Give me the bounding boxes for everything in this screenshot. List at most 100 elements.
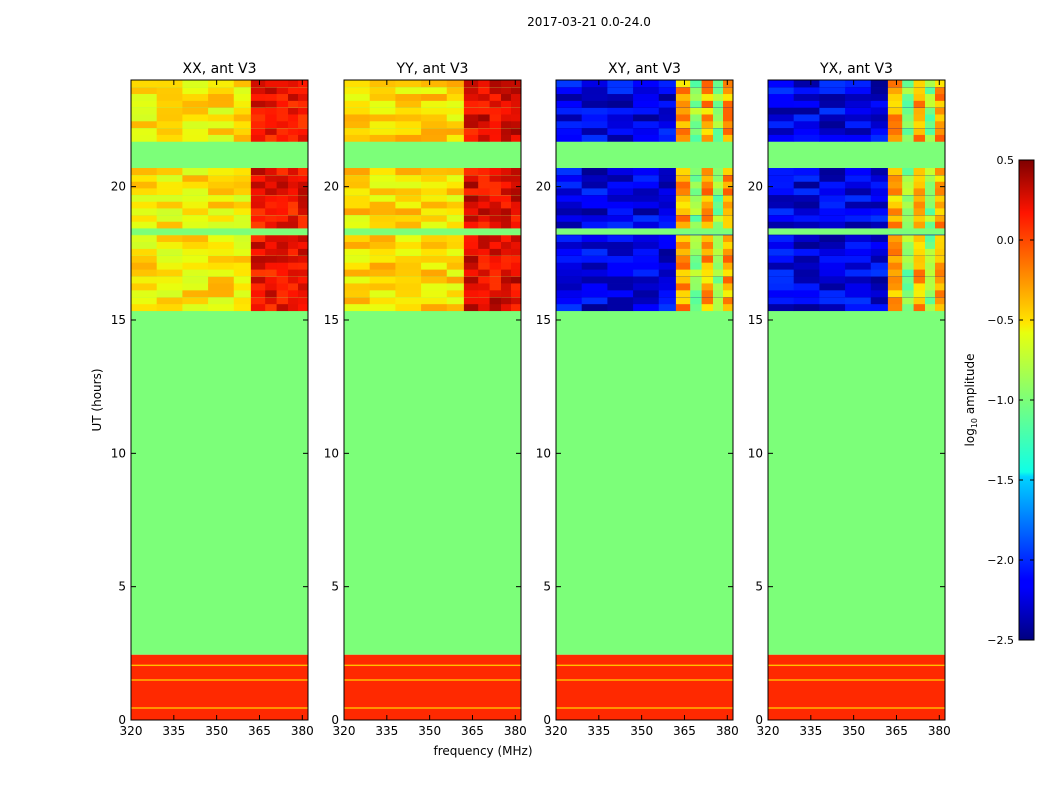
heat-cell [607,114,634,122]
heat-cell [870,221,889,229]
heat-cell [581,276,608,284]
heat-cell [501,221,512,229]
heat-cell [489,289,502,298]
heat-cell [511,262,522,270]
heat-cell [131,174,158,182]
heat-cell [658,114,677,122]
heat-cell [633,262,660,270]
heat-cell [902,80,914,88]
heat-cell [845,241,872,249]
colorbar-label-suffix: amplitude [963,354,977,418]
heat-cell [446,168,465,176]
heat-cell [182,127,209,135]
heat-cell [478,248,490,256]
heat-cell [463,214,479,222]
heat-cell [845,221,872,229]
heat-cell [887,120,903,129]
heat-cell [182,174,209,182]
heat-cell [421,303,448,312]
heat-cell [395,255,422,263]
heat-cell [131,255,158,263]
heat-cell [369,100,396,108]
heat-cell [633,127,660,135]
heat-cell [887,289,903,298]
heat-cell [344,296,371,305]
heat-cell [845,127,872,135]
time-band-1 [344,654,521,720]
heat-cell [690,289,702,298]
heat-cell [607,241,634,249]
heat-cell [369,262,396,270]
heat-cell [723,262,734,270]
heat-cell [713,181,724,189]
colorbar-tick-label: −0.5 [987,314,1014,327]
heat-cell [701,303,714,312]
heat-cell [208,241,235,249]
heat-cell [713,262,724,270]
heat-cell [607,296,634,305]
heat-cell [723,255,734,263]
heat-cell [870,248,889,256]
heat-cell [276,107,289,115]
heat-cell [902,208,914,216]
heat-cell [658,80,677,88]
heat-cell [369,93,396,101]
heat-cell [298,114,309,122]
heat-cell [607,127,634,135]
heat-cell [581,221,608,229]
heat-cell [723,214,734,222]
heat-cell [421,127,448,135]
heat-cell [276,134,289,142]
heat-cell [276,120,289,129]
heat-cell [276,276,289,284]
heat-cell [768,168,795,176]
heat-cell [870,174,889,182]
x-tick-label: 350 [205,724,228,738]
heat-cell [395,134,422,142]
heat-cell [250,296,266,305]
heat-cell [675,114,691,122]
heat-cell [925,289,936,298]
heat-cell [344,188,371,196]
heat-cell [556,241,583,249]
heat-cell [690,248,702,256]
heat-cell [902,168,914,176]
colorbar-ticks: −2.5 −2.0 −1.5 −1.0 −0.5 0.0 0.5 [987,154,1034,647]
heat-cell [265,221,277,229]
heat-cell [768,194,795,202]
y-tick-label: 5 [118,580,126,594]
heat-cell [288,289,299,298]
heat-cell [633,107,660,115]
x-tick-label: 335 [587,724,610,738]
heat-cell [395,283,422,291]
heat-cell [819,134,846,142]
heat-cell [463,262,479,270]
heat-cell [658,208,677,216]
heat-cell [581,80,608,88]
heat-cell [690,241,702,249]
heat-cell [276,194,289,202]
heat-cell [156,127,183,135]
heat-cell [395,93,422,101]
heat-cell [489,168,502,176]
heat-cell [658,234,677,242]
heat-cell [344,255,371,263]
heat-cell [690,234,702,242]
heat-cell [208,221,235,229]
heat-cell [723,86,734,95]
heat-cell [298,181,309,189]
heat-cell [819,248,846,256]
time-band-3-data [344,234,522,312]
heat-cell [250,181,266,189]
figure-suptitle: 2017-03-21 0.0-24.0 [527,15,651,29]
heat-cell [446,86,465,95]
heat-cell [556,93,583,101]
heat-cell [690,86,702,95]
heat-cell [581,188,608,196]
heat-cell [701,194,714,202]
heat-cell [131,80,158,88]
heat-cell [845,120,872,129]
heat-cell [208,107,235,115]
heat-cell [288,174,299,182]
heat-cell [208,248,235,256]
